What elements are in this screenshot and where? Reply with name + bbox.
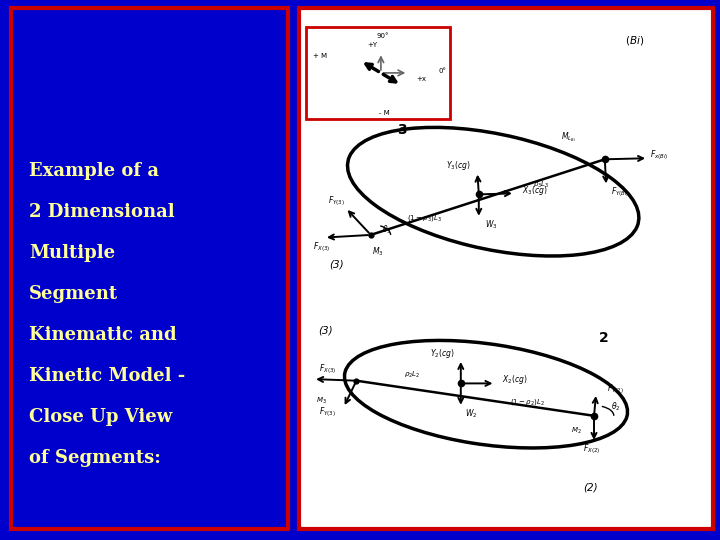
Text: + M: + M [313,53,328,59]
Text: $W_2$: $W_2$ [465,408,478,421]
Text: $\rho_2 L_2$: $\rho_2 L_2$ [405,370,420,380]
Text: Close Up View: Close Up View [29,408,172,426]
Text: 2: 2 [598,330,608,345]
Text: 3: 3 [397,123,407,137]
Text: $\rho_3 L_3$: $\rho_3 L_3$ [534,180,549,190]
Text: $Y_3(cg)$: $Y_3(cg)$ [446,159,471,172]
Text: Kinematic and: Kinematic and [29,326,176,344]
Text: 0°: 0° [438,68,446,75]
Text: $F_{X(3)}$: $F_{X(3)}$ [319,362,336,376]
Text: - M: - M [379,110,390,116]
Text: $\theta_3$: $\theta_3$ [382,223,392,236]
FancyBboxPatch shape [306,27,450,119]
Text: $F_{Y(3)}$: $F_{Y(3)}$ [328,194,345,208]
Text: $\theta_2$: $\theta_2$ [611,401,621,414]
Text: $F_{Y(3)}$: $F_{Y(3)}$ [319,405,336,419]
Text: $F_{Y(Bi)}$: $F_{Y(Bi)}$ [611,185,630,199]
Text: Multiple: Multiple [29,244,115,262]
Text: (3): (3) [318,326,333,335]
Text: $F_{X(2)}$: $F_{X(2)}$ [583,442,600,456]
Text: $F_{X(3)}$: $F_{X(3)}$ [313,240,330,254]
Text: $M_3$: $M_3$ [317,396,327,406]
Text: of Segments:: of Segments: [29,449,161,467]
Text: Example of a: Example of a [29,162,159,180]
Text: Segment: Segment [29,285,118,303]
Text: (3): (3) [330,260,344,269]
Text: $F_{Y(2)}$: $F_{Y(2)}$ [607,382,624,396]
Text: $(Bi)$: $(Bi)$ [626,34,644,47]
Text: +Y: +Y [367,42,377,49]
Text: $M_2$: $M_2$ [571,426,581,436]
Text: 2 Dimensional: 2 Dimensional [29,203,174,221]
Text: (2): (2) [583,482,598,492]
Text: $(1-\rho_2)L_2$: $(1-\rho_2)L_2$ [510,397,545,407]
Text: $(1-\rho_3)L_3$: $(1-\rho_3)L_3$ [408,213,442,222]
Text: $F_{x(Bi)}$: $F_{x(Bi)}$ [649,148,668,162]
Text: $M_3$: $M_3$ [372,246,384,259]
Text: $W_3$: $W_3$ [485,218,498,231]
FancyBboxPatch shape [11,8,288,529]
Text: $X_2(cg)$: $X_2(cg)$ [502,373,528,386]
Text: Kinetic Model -: Kinetic Model - [29,367,185,385]
Text: $M_{L_{Bi}}$: $M_{L_{Bi}}$ [561,131,577,145]
FancyBboxPatch shape [299,8,713,529]
Text: $X_3(cg)$: $X_3(cg)$ [522,184,548,197]
Text: 90°: 90° [376,33,389,39]
Text: $Y_2(cg)$: $Y_2(cg)$ [431,347,455,360]
Text: +x: +x [416,76,426,83]
